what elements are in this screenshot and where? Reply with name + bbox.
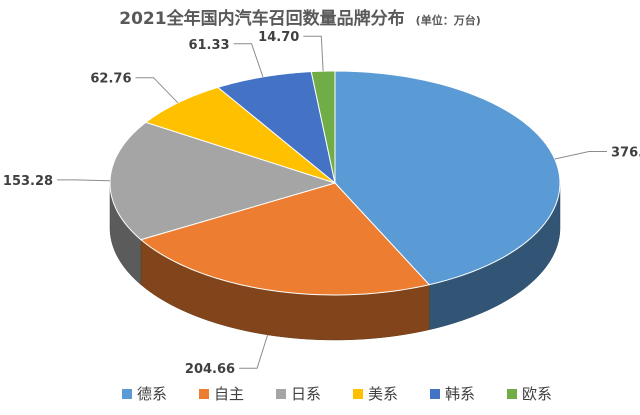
leader-line-韩系 [233,43,264,78]
chart-title-group: 2021全年国内汽车召回数量品牌分布 (单位：万台) [119,8,480,29]
chart-unit-subtitle: (单位：万台) [416,13,481,27]
pie-slice-自主 [139,182,431,296]
legend-label-自主: 自主 [214,385,244,403]
svg-text:2021全年国内汽车召回数量品牌分布 (单位：万: 2021全年国内汽车召回数量品牌分布 (单位：万台) [119,8,480,29]
leader-line-德系 [554,151,607,160]
data-label-自主: 204.66 [185,362,235,377]
legend-label-德系: 德系 [137,385,167,403]
data-label-德系: 376.65 [611,146,640,161]
data-label-日系: 153.28 [3,174,53,189]
legend-swatch-德系 [122,389,132,399]
legend-label-美系: 美系 [368,385,398,403]
legend-label-欧系: 欧系 [522,385,552,403]
data-label-欧系: 14.70 [258,30,299,45]
data-label-美系: 62.76 [90,72,131,87]
legend-swatch-欧系 [507,389,517,399]
data-label-韩系: 61.33 [188,38,229,53]
leader-line-美系 [135,77,179,104]
pie-leader-lines [57,35,607,369]
chart-legend: 德系 自主 日系 美系 韩系 欧系 [122,385,552,403]
legend-swatch-韩系 [430,389,440,399]
pie-top-slices [109,70,561,296]
legend-label-日系: 日系 [291,385,321,403]
pie-data-labels: 376.65 204.66 153.28 62.76 61.33 14.70 [3,30,640,377]
legend-swatch-日系 [276,389,286,399]
legend-swatch-自主 [199,389,209,399]
legend-swatch-美系 [353,389,363,399]
legend-label-韩系: 韩系 [445,385,475,403]
leader-line-欧系 [303,35,324,72]
leader-line-自主 [239,334,269,369]
pie-slice-日系 [109,121,337,241]
pie-slice-美系 [144,86,336,184]
pie-slice-德系 [334,70,561,286]
leader-line-日系 [57,179,111,182]
chart-title: 2021全年国内汽车召回数量品牌分布 [119,8,404,29]
